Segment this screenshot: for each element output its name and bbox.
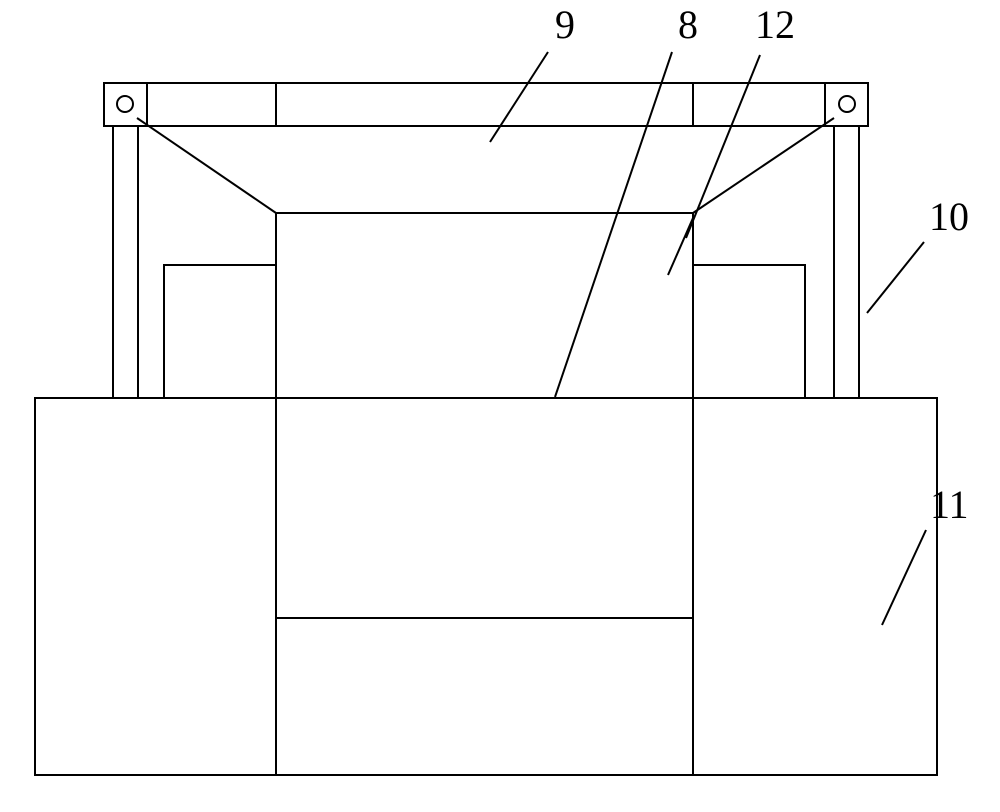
top-span-bar bbox=[104, 83, 868, 126]
label-12: 12 bbox=[755, 2, 795, 47]
mechanical-diagram: 8 9 10 11 12 bbox=[0, 0, 1000, 812]
shelf-left bbox=[164, 265, 276, 398]
inner-tall-rect bbox=[276, 213, 693, 775]
leader-9 bbox=[490, 52, 548, 142]
leader-8 bbox=[555, 52, 672, 397]
corner-12-detail bbox=[668, 218, 693, 275]
leader-11 bbox=[882, 530, 926, 625]
diag-right bbox=[693, 118, 834, 213]
leader-10 bbox=[867, 242, 924, 313]
label-9: 9 bbox=[555, 2, 575, 47]
outer-bottom-rect bbox=[35, 398, 937, 775]
diag-left bbox=[137, 118, 276, 213]
label-10: 10 bbox=[929, 194, 969, 239]
pivot-circle-left bbox=[117, 96, 133, 112]
pivot-circle-right bbox=[839, 96, 855, 112]
label-8: 8 bbox=[678, 2, 698, 47]
shelf-right bbox=[693, 265, 805, 398]
label-11: 11 bbox=[930, 482, 969, 527]
